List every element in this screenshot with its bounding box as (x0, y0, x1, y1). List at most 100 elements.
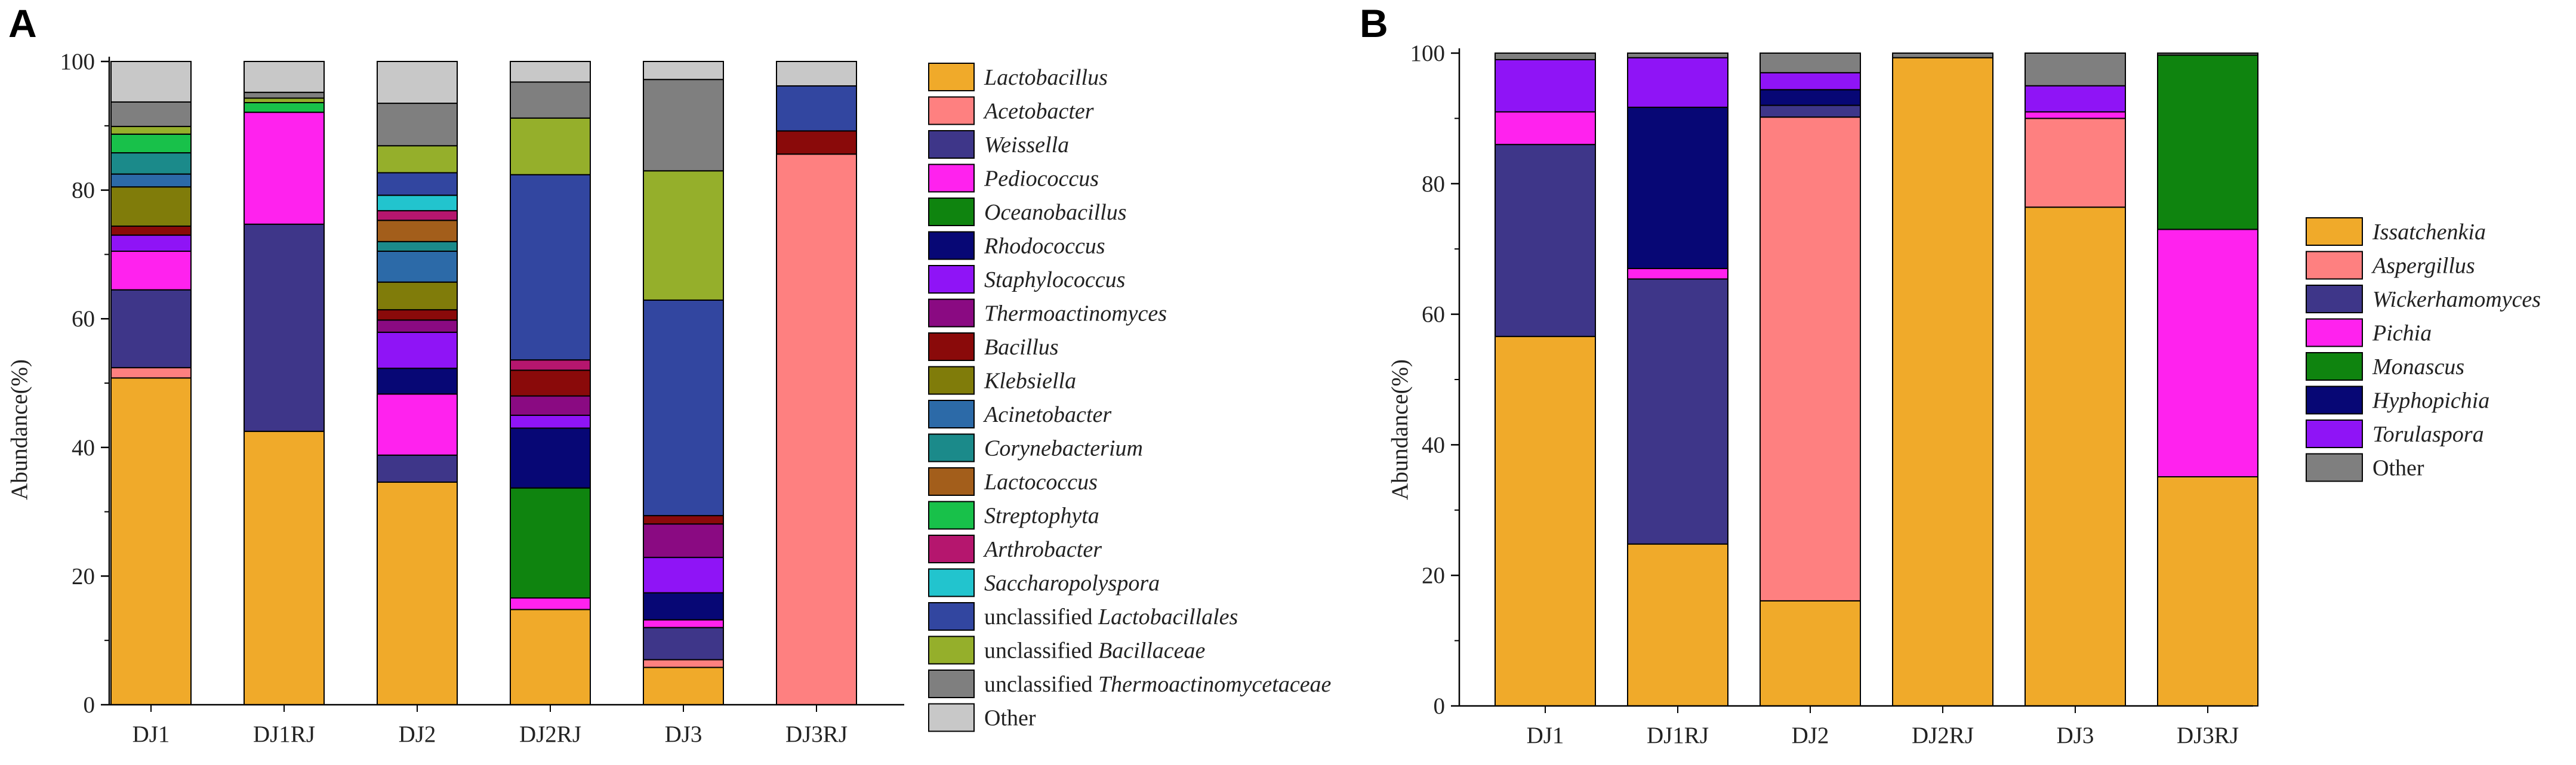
bar-segment-dj1rj-unclassified-bacillaceae (244, 97, 325, 103)
bar-segment-dj2-issatchenkia (1760, 600, 1861, 707)
x-tick-label-dj3rj: DJ3RJ (2177, 723, 2239, 748)
legend-swatch-saccharopolyspora (928, 568, 975, 597)
legend-swatch-aspergillus (2306, 251, 2363, 280)
y-tick-label-80: 80 (1422, 171, 1445, 197)
bar-segment-dj2-unclassified-bacillaceae (377, 145, 458, 174)
legend-label-monascus: Monascus (2372, 354, 2464, 380)
bar-segment-dj1rj-unclassified-thermoactinomycetaceae (244, 91, 325, 99)
bar-segment-dj2rj-rhodococcus (510, 427, 591, 489)
bar-segment-dj1-streptophyta (110, 133, 192, 154)
bar-segment-dj3-lactobacillus (643, 667, 724, 705)
legend-label-weissella: Weissella (984, 132, 1069, 158)
bar-segment-dj3-aspergillus (2025, 118, 2126, 208)
bar-segment-dj2rj-unclassified-thermoactinomycetaceae (510, 81, 591, 119)
legend-swatch-corynebacterium (928, 433, 975, 462)
legend-label-lactobacillus: Lactobacillus (984, 65, 1108, 90)
y-tick-label-100: 100 (1410, 41, 1446, 66)
bar-segment-dj3rj-unclassified-lactobacillales (776, 85, 857, 132)
bar-segment-dj2-acinetobacter (377, 251, 458, 283)
legend-label-acetobacter: Acetobacter (982, 99, 1094, 124)
bar-segment-dj3-other (643, 61, 724, 81)
bar-segment-dj3-thermoactinomyces (643, 523, 724, 559)
bar-segment-dj1rj-weissella (244, 223, 325, 432)
legend-swatch-other (928, 703, 975, 732)
legend-b: Issatchenkia Aspergillus Wickerhamomyces Pi… (2306, 217, 2541, 482)
bar-segment-dj1rj-other (1627, 53, 1728, 58)
legend-swatch-streptophyta (928, 501, 975, 530)
bar-segment-dj1rj-issatchenkia (1627, 543, 1728, 707)
legend-swatch-other (2306, 453, 2363, 482)
bar-segment-dj2rj-other (510, 61, 591, 83)
legend-swatch-torulaspora (2306, 419, 2363, 448)
bar-segment-dj1-pediococcus (110, 251, 192, 291)
bar-segment-dj3-other (2025, 53, 2126, 87)
x-tick-label-dj1rj: DJ1RJ (1647, 723, 1709, 748)
y-tick-label-80: 80 (72, 178, 95, 203)
bar-segment-dj1rj-lactobacillus (244, 430, 325, 705)
legend-swatch-arthrobacter (928, 535, 975, 563)
bar-segment-dj2rj-pediococcus (510, 597, 591, 610)
legend-swatch-lactococcus (928, 467, 975, 496)
axes-a: DJ1 DJ1RJ DJ2 DJ2RJ DJ3 DJ3RJ 0 20 40 60 80 100 (60, 49, 904, 747)
legend-swatch-issatchenkia (2306, 217, 2363, 246)
bar-segment-dj2rj-staphylococcus (510, 414, 591, 429)
bar-segment-dj1-acinetobacter (110, 173, 192, 188)
y-tick-label-60: 60 (1422, 302, 1445, 328)
legend-swatch-unclassified-lactobacillales (928, 602, 975, 631)
bar-segment-dj3-pediococcus (643, 619, 724, 628)
x-tick-label-dj3rj: DJ3RJ (785, 721, 848, 747)
legend-a: Lactobacillus Acetobacter Weissella Pedioco… (928, 63, 1332, 732)
legend-label-pichia: Pichia (2372, 321, 2432, 346)
legend-swatch-acinetobacter (928, 400, 975, 428)
x-tick-label-dj2rj: DJ2RJ (1912, 723, 1974, 748)
legend-label-bacillus: Bacillus (984, 335, 1059, 360)
bar-segment-dj2-wickerhamomyces (1760, 104, 1861, 118)
legend-label-other: Other (984, 706, 1036, 731)
bar-segment-dj2rj-thermoactinomyces (510, 395, 591, 416)
legend-swatch-wickerhamomyces (2306, 285, 2363, 313)
legend-label-issatchenkia: Issatchenkia (2372, 220, 2486, 245)
bar-segment-dj3rj-bacillus (776, 130, 857, 155)
bar-segment-dj1rj-other (244, 61, 325, 93)
bar-segment-dj2-thermoactinomyces (377, 319, 458, 333)
bar-segment-dj2-weissella (377, 454, 458, 483)
bar-segment-dj1rj-wickerhamomyces (1627, 278, 1728, 545)
legend-label-other: Other (2372, 456, 2424, 481)
legend-label-oceanobacillus: Oceanobacillus (984, 200, 1127, 225)
bar-segment-dj1-issatchenkia (1495, 335, 1596, 707)
bar-segment-dj2-torulaspora (1760, 72, 1861, 91)
legend-label-klebsiella: Klebsiella (984, 369, 1076, 394)
legend-label-thermoactinomyces: Thermoactinomyces (984, 301, 1167, 326)
bar-segment-dj3-weissella (643, 627, 724, 661)
bar-segment-dj2rj-lactobacillus (510, 609, 591, 705)
x-tick-label-dj2: DJ2 (1792, 723, 1829, 748)
x-tick-label-dj1: DJ1 (133, 721, 170, 747)
y-tick-label-0: 0 (1434, 693, 1446, 719)
legend-swatch-klebsiella (928, 366, 975, 395)
bar-segment-dj1-lactobacillus (110, 377, 192, 705)
panel-label-a: A (8, 1, 37, 45)
legend-label-staphylococcus: Staphylococcus (984, 267, 1125, 292)
bar-segment-dj3-unclassified-bacillaceae (643, 170, 724, 301)
legend-swatch-rhodococcus (928, 231, 975, 260)
bar-segment-dj1-unclassified-bacillaceae (110, 125, 192, 135)
y-tick-label-20: 20 (72, 563, 95, 589)
bar-segment-dj2-unclassified-lactobacillales (377, 172, 458, 196)
legend-swatch-thermoactinomyces (928, 298, 975, 328)
legend-label-arthrobacter: Arthrobacter (982, 537, 1102, 562)
bar-segment-dj2rj-arthrobacter (510, 359, 591, 371)
bar-segment-dj1-acetobacter (110, 367, 192, 379)
legend-swatch-weissella (928, 130, 975, 159)
bar-segment-dj3-torulaspora (2025, 85, 2126, 113)
legend-swatch-oceanobacillus (928, 198, 975, 226)
x-tick-label-dj2rj: DJ2RJ (519, 721, 581, 747)
legend-label-unclassified-lactobacillales: unclassified Lactobacillales (984, 604, 1238, 630)
legend-label-wickerhamomyces: Wickerhamomyces (2372, 287, 2541, 312)
bar-segment-dj3rj-pichia (2157, 229, 2258, 478)
bar-segment-dj3rj-other (776, 61, 857, 87)
bar-segment-dj1rj-hyphopichia (1627, 106, 1728, 270)
bar-segment-dj2-unclassified-thermoactinomycetaceae (377, 103, 458, 147)
y-tick-label-0: 0 (84, 692, 95, 718)
bar-segment-dj3rj-monascus (2157, 54, 2258, 230)
